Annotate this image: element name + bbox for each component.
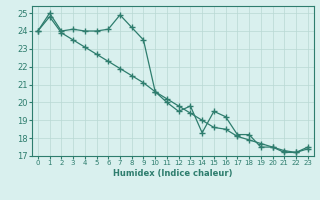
X-axis label: Humidex (Indice chaleur): Humidex (Indice chaleur): [113, 169, 233, 178]
